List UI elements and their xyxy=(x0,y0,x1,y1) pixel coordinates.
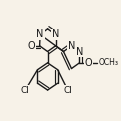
Text: N: N xyxy=(36,30,44,39)
Text: Cl: Cl xyxy=(21,86,30,95)
Text: Cl: Cl xyxy=(64,86,73,95)
Text: OCH₃: OCH₃ xyxy=(99,58,119,67)
Text: N: N xyxy=(52,30,59,39)
Text: O: O xyxy=(85,58,92,68)
Text: N: N xyxy=(68,41,75,51)
Text: N: N xyxy=(76,46,83,57)
Text: O: O xyxy=(27,41,35,51)
